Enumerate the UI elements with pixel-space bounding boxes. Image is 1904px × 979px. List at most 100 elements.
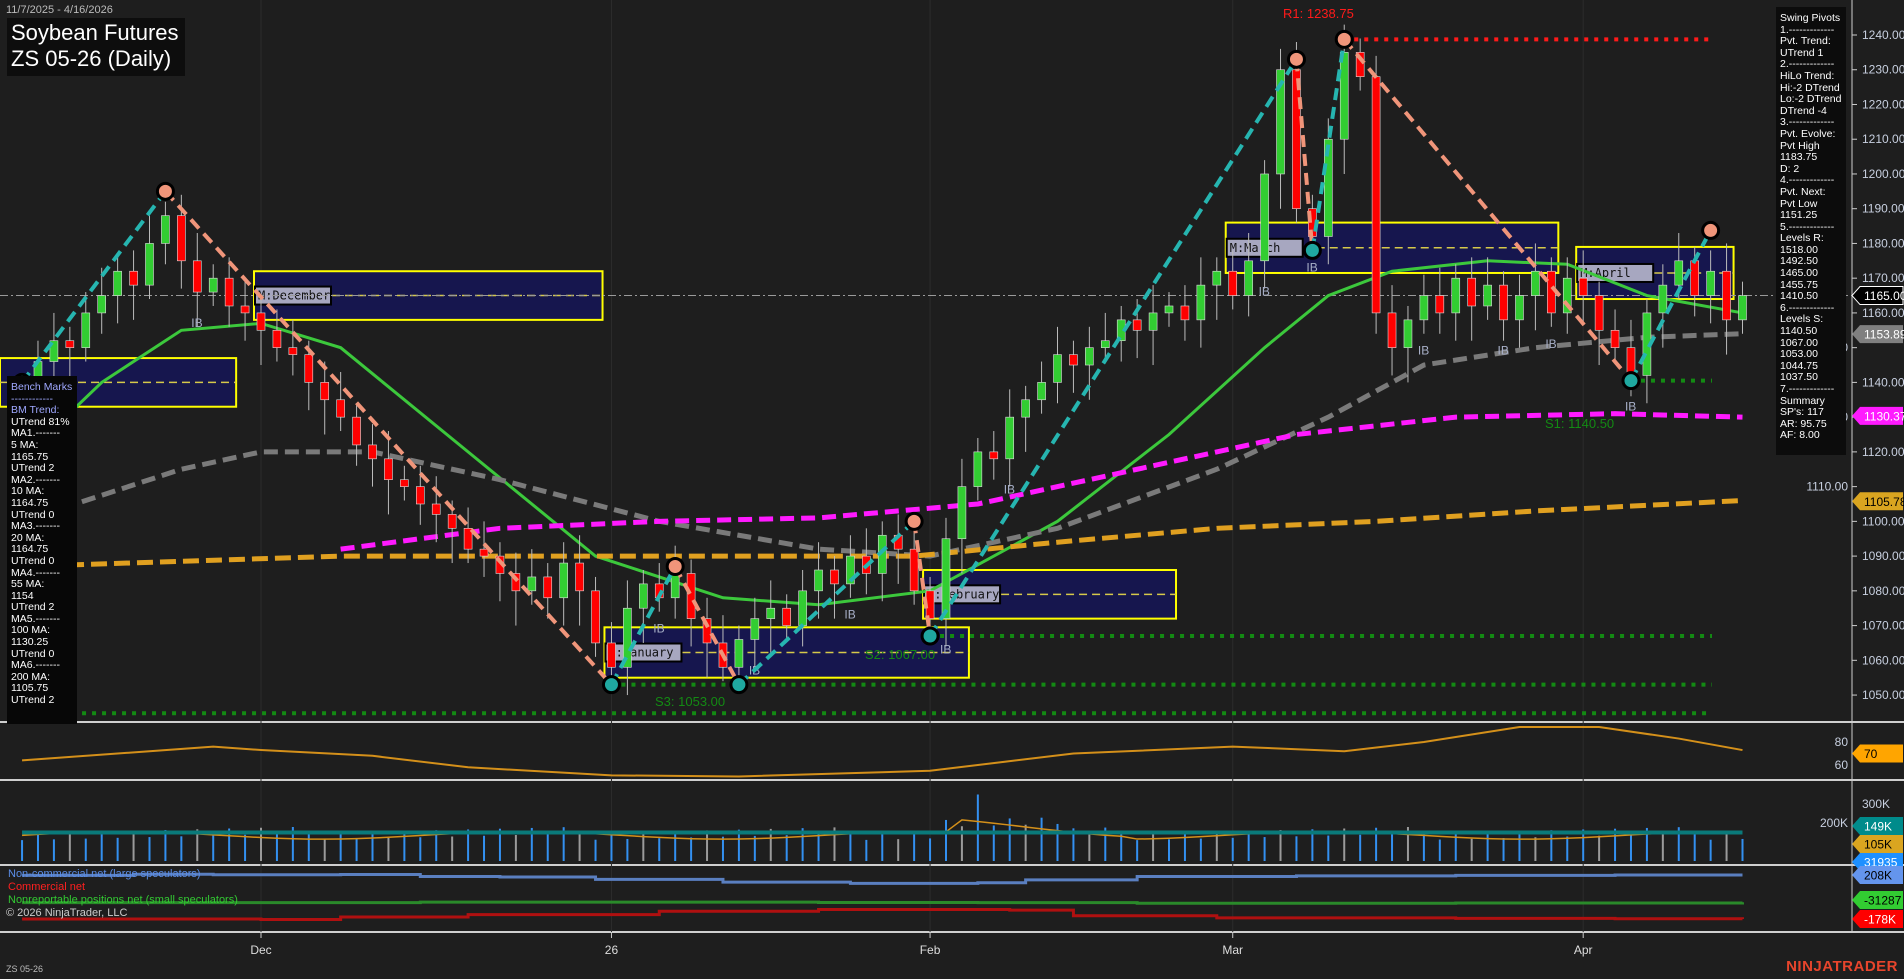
instrument-name: Soybean Futures — [11, 20, 179, 45]
panel-line: 1164.75 — [11, 496, 49, 509]
candle-body — [623, 607, 632, 668]
candle-body — [1005, 416, 1015, 460]
candle-body — [1244, 260, 1253, 296]
pivot-low-marker — [920, 626, 940, 646]
panel-line: Levels S: — [1780, 313, 1824, 326]
cot-tag-text: -31287 — [1864, 894, 1902, 908]
candle-body — [941, 538, 951, 619]
x-tick-label: Feb — [920, 943, 941, 957]
candle-body — [1690, 260, 1699, 296]
date-range: 11/7/2025 - 4/16/2026 — [6, 4, 113, 16]
month-label: M:January — [608, 646, 673, 660]
panel-line: UTrend 0 — [11, 508, 55, 521]
candle-body — [766, 607, 776, 619]
level-label: S3: 1053.00 — [655, 694, 725, 709]
panel-line: 5 MA: — [11, 438, 39, 451]
copyright: © 2026 NinjaTrader, LLC — [6, 907, 128, 919]
candle-body — [1355, 52, 1365, 77]
price-tick-label: 1190.00 — [1862, 202, 1904, 216]
pivot-low-marker — [1302, 240, 1322, 260]
ib-marker: IB — [1418, 344, 1429, 358]
candle-body — [1292, 69, 1301, 210]
cot-tag-text: 208K — [1864, 869, 1892, 883]
pivot-high-marker — [665, 557, 685, 577]
swing-down-leg — [1294, 59, 1315, 251]
price-tick-label: 1210.00 — [1862, 132, 1904, 146]
pivot-low-marker — [1621, 371, 1641, 391]
candle-body — [1069, 354, 1078, 366]
cot-tag-text: -178K — [1864, 913, 1896, 927]
candle-body — [463, 528, 473, 550]
candle-body — [575, 562, 584, 592]
candle-body — [782, 607, 791, 626]
price-tick-label: 1200.00 — [1862, 167, 1904, 181]
candle-body — [81, 312, 91, 348]
panel-line: AF: 8.00 — [1780, 429, 1820, 442]
price-tag-text: 1165.00 — [1864, 289, 1904, 303]
candle-body — [1594, 295, 1604, 331]
ma-line-200ma — [21, 498, 1743, 570]
candle-body — [734, 639, 744, 668]
volume-tag — [1852, 835, 1903, 853]
panel-line: Pvt. Evolve: — [1780, 127, 1836, 140]
volume-tag-text: 149K — [1864, 820, 1892, 834]
candle-body — [973, 451, 983, 487]
cot-tag — [1852, 866, 1903, 884]
candle-body — [1483, 284, 1492, 307]
candle-body — [1419, 295, 1429, 321]
candle-body — [336, 399, 345, 418]
panel-line: 1140.50 — [1780, 325, 1818, 338]
panel-line: 3.------------- — [1780, 116, 1835, 129]
bench-marks-panel: Bench Marks ------------ BM Trend: UTrend 8… — [7, 376, 77, 724]
candle-body — [400, 479, 409, 487]
oscillator-line — [21, 726, 1743, 778]
symbol-footer: ZS 05-26 — [6, 964, 44, 974]
x-tick-label: Dec — [250, 943, 271, 957]
candle-body — [97, 295, 106, 314]
candle-body — [145, 243, 154, 286]
panel-line: 1164.75 — [11, 543, 49, 556]
cot-tag — [1852, 910, 1903, 928]
panel-line: UTrend 2 — [11, 601, 55, 614]
panel-line: Swing Pivots — [1780, 12, 1841, 24]
panel-line: 20 MA: — [11, 531, 45, 544]
cot-tag — [1852, 891, 1903, 909]
pivot-high-marker — [1334, 29, 1354, 49]
price-tag-text: 1130.37 — [1864, 409, 1904, 423]
pivot-low-marker — [729, 675, 749, 695]
candle-body — [1100, 340, 1110, 348]
price-tick-label: 1170.00 — [1862, 271, 1904, 285]
osc-tick-label: 60 — [1835, 758, 1849, 772]
panel-line: UTrend 1 — [1780, 46, 1824, 59]
chart-title: Soybean Futures ZS 05-26 (Daily) — [7, 18, 185, 76]
price-tag — [1852, 406, 1903, 425]
candle-body — [320, 382, 330, 401]
candle-body — [208, 277, 218, 293]
cot-nonreportable-line — [22, 900, 1744, 905]
price-tick-label: 1090.00 — [1862, 549, 1904, 563]
panel-line: 1492.50 — [1780, 255, 1818, 268]
candle-body — [591, 590, 600, 644]
price-tick-label: 1050.00 — [1862, 688, 1904, 702]
candle-body — [1706, 270, 1715, 296]
candle-body — [957, 486, 967, 540]
panel-line: Pvt High — [1780, 139, 1820, 152]
level-label: S2: 1067.00 — [865, 647, 935, 662]
ib-marker: IB — [191, 316, 202, 330]
osc-tag-text: 70 — [1864, 747, 1878, 761]
swing-up-leg — [1310, 39, 1347, 251]
volume-tag — [1852, 817, 1903, 835]
panel-line: 1410.50 — [1780, 290, 1818, 303]
panel-line: 1044.75 — [1780, 359, 1818, 372]
candle-body — [1578, 277, 1588, 296]
panel-line: MA3.------- — [11, 520, 60, 533]
panel-line: Pvt. Trend: — [1780, 35, 1831, 48]
candle-body — [1085, 347, 1094, 366]
panel-line: UTrend 2 — [11, 462, 55, 475]
price-tag — [1852, 325, 1903, 344]
candle-body — [272, 329, 282, 348]
legend-nonreportable: Nonreportable positions net (small specu… — [8, 894, 238, 906]
candle-body — [1021, 399, 1030, 418]
osc-tag — [1852, 744, 1903, 763]
